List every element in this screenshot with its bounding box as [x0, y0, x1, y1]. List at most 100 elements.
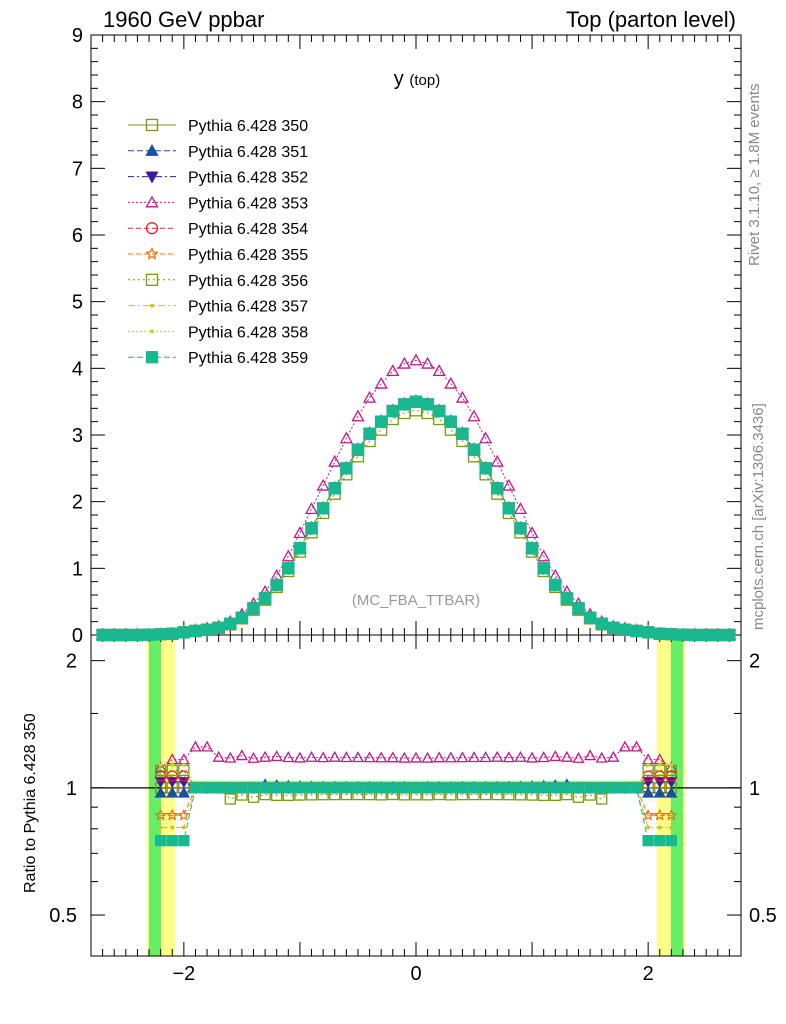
series-marker-9 [119, 628, 132, 642]
ratio-marker-1 [642, 786, 655, 798]
legend-label: Pythia 6.428 351 [188, 144, 308, 161]
ratio-marker-3 [340, 751, 353, 763]
ratio-marker-9 [607, 782, 619, 794]
ratio-marker-3 [235, 749, 248, 761]
ratio-marker-9 [271, 782, 283, 794]
ratio-marker-5 [177, 808, 191, 821]
series-marker-9 [502, 502, 516, 515]
ratio-marker-3 [467, 751, 481, 763]
ratio-marker-9 [421, 782, 434, 794]
legend-marker [145, 118, 159, 132]
series-marker-9 [131, 628, 144, 642]
series-marker-9 [630, 624, 643, 638]
legend-marker [145, 171, 159, 184]
ratio-marker-3 [595, 751, 608, 763]
series-marker-9 [189, 624, 202, 638]
ratio-marker-9 [387, 782, 399, 794]
ratio-band-inner-left [149, 635, 162, 956]
series-marker-3 [362, 390, 377, 403]
series-marker-3 [339, 431, 353, 444]
ratio-marker-9 [317, 782, 329, 794]
series-marker-9 [700, 628, 713, 642]
ratio-marker-3 [607, 750, 620, 762]
series-marker-9 [537, 562, 550, 575]
ratio-marker-9 [514, 782, 527, 794]
ratio-marker-5 [165, 808, 179, 821]
series-marker-9 [491, 482, 504, 495]
ratio-marker-3 [247, 751, 260, 763]
legend-marker [145, 143, 159, 156]
ratio-marker-3 [398, 751, 411, 763]
ratio-marker-3 [479, 751, 492, 763]
ratio-marker-9 [433, 782, 445, 794]
series-marker-3 [351, 409, 365, 422]
series-marker-9 [154, 628, 167, 641]
series-marker-9 [363, 427, 376, 440]
analysis-watermark: (MC_FBA_TTBAR) [352, 592, 480, 609]
legend-marker [145, 273, 159, 286]
ratio-marker-9 [619, 782, 631, 794]
ratio-ytick-label-left: 0.5 [49, 905, 77, 927]
ratio-marker-9 [398, 782, 411, 794]
series-marker-9 [224, 617, 237, 630]
ratio-marker-5 [154, 808, 168, 821]
main-ytick-label: 1 [72, 558, 83, 580]
ratio-marker-7 [646, 825, 651, 830]
ratio-marker-3 [305, 750, 318, 762]
series-marker-9 [525, 542, 539, 555]
ratio-marker-3 [409, 751, 423, 763]
series-marker-9 [607, 621, 620, 634]
ratio-marker-7 [657, 825, 662, 830]
series-marker-9 [723, 628, 736, 642]
series-marker-3 [328, 454, 342, 467]
series-marker-3 [316, 478, 330, 491]
series-marker-9 [433, 404, 446, 418]
ratio-marker-3 [386, 751, 399, 763]
ratio-marker-3 [525, 751, 539, 763]
ratio-marker-9 [596, 782, 608, 794]
legend-marker [150, 329, 154, 334]
ratio-marker-3 [456, 751, 469, 763]
legend-label: Pythia 6.428 357 [188, 299, 308, 316]
ratio-marker-9 [642, 834, 654, 847]
ratio-marker-3 [375, 751, 388, 763]
ratio-marker-8 [657, 762, 662, 767]
ratio-marker-9 [259, 782, 271, 794]
series-marker-3 [537, 549, 551, 562]
series-marker-9 [340, 462, 353, 475]
ratio-xtick-label: 0 [410, 963, 421, 985]
main-ytick-label: 8 [72, 92, 83, 114]
series-marker-9 [688, 628, 701, 642]
ratio-marker-9 [178, 834, 190, 847]
ratio-marker-9 [549, 782, 561, 794]
ratio-marker-9 [189, 782, 202, 794]
series-marker-9 [375, 415, 388, 428]
legend-label: Pythia 6.428 359 [188, 350, 308, 367]
ratio-marker-9 [503, 782, 515, 794]
ratio-marker-6 [247, 791, 260, 803]
ratio-marker-9 [479, 782, 492, 794]
series-marker-9 [96, 628, 109, 642]
series-marker-9 [618, 623, 632, 636]
ratio-marker-9 [224, 782, 236, 794]
ratio-marker-3 [537, 751, 550, 763]
ratio-marker-8 [158, 762, 163, 767]
ratio-marker-9 [329, 782, 341, 794]
series-marker-9 [212, 621, 225, 634]
ratio-marker-1 [665, 786, 678, 798]
ratio-marker-6 [224, 793, 236, 805]
ratio-marker-7 [158, 825, 163, 830]
series-marker-3 [467, 409, 481, 422]
series-marker-3 [513, 502, 528, 515]
ratio-marker-3 [224, 751, 237, 763]
ratio-ylabel: Ratio to Pythia 6.428 350 [22, 713, 39, 893]
series-marker-9 [235, 611, 249, 624]
ratio-marker-9 [654, 834, 666, 847]
ratio-marker-8 [181, 762, 186, 767]
series-marker-9 [572, 602, 585, 615]
series-marker-9 [653, 627, 666, 640]
ratio-marker-8 [646, 762, 651, 767]
ratio-band-inner-right [670, 635, 683, 956]
series-marker-3 [281, 549, 295, 562]
